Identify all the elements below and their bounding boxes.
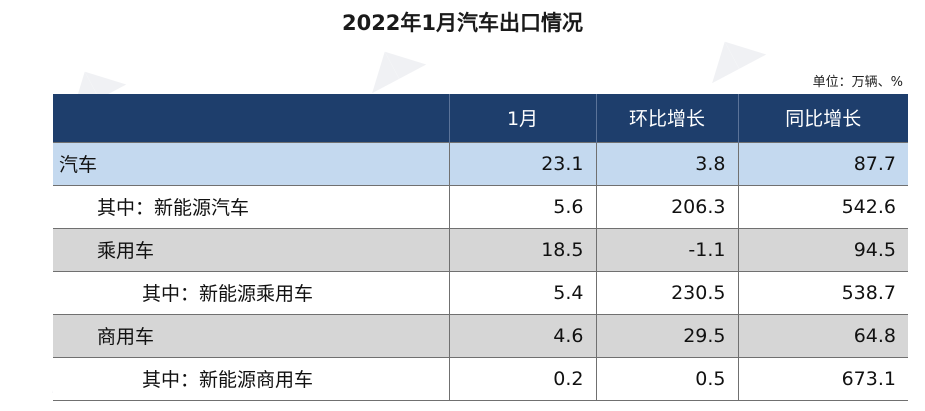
header-yoy: 同比增长 xyxy=(737,94,908,142)
unit-label: 单位：万辆、% xyxy=(812,75,903,90)
cell-yoy: 542.6 xyxy=(737,185,908,229)
row-label: 汽车 xyxy=(53,141,449,186)
row-label: 其中：新能源乘用车 xyxy=(53,271,449,315)
row-label: 商用车 xyxy=(53,314,449,358)
cell-mom: -1.1 xyxy=(595,228,738,272)
cell-mom: 230.5 xyxy=(595,271,738,315)
header-mom: 环比增长 xyxy=(595,94,738,142)
cell-yoy: 94.5 xyxy=(737,228,908,272)
cell-yoy: 64.8 xyxy=(737,314,908,358)
table-row: 汽车 23.1 3.8 87.7 xyxy=(53,141,908,186)
cell-jan: 5.6 xyxy=(448,185,596,229)
table-row: 其中：新能源乘用车 5.4 230.5 538.7 xyxy=(53,271,908,315)
page-title: 2022年1月汽车出口情况 xyxy=(341,11,584,35)
watermark-logo: ◢◣ xyxy=(352,28,429,98)
row-label: 其中：新能源商用车 xyxy=(53,357,449,401)
table-row: 其中：新能源商用车 0.2 0.5 673.1 xyxy=(53,357,908,401)
cell-jan: 0.2 xyxy=(448,357,596,401)
row-label: 其中：新能源汽车 xyxy=(53,185,449,229)
table-row: 乘用车 18.5 -1.1 94.5 xyxy=(53,228,908,272)
cell-yoy: 673.1 xyxy=(737,357,908,401)
table-row: 商用车 4.6 29.5 64.8 xyxy=(53,314,908,358)
cell-mom: 206.3 xyxy=(595,185,738,229)
header-jan: 1月 xyxy=(448,94,596,142)
cell-jan: 4.6 xyxy=(448,314,596,358)
cell-mom: 0.5 xyxy=(595,357,738,401)
cell-jan: 5.4 xyxy=(448,271,596,315)
cell-yoy: 538.7 xyxy=(737,271,908,315)
table-header-row: 1月 环比增长 同比增长 xyxy=(53,94,908,142)
cell-jan: 23.1 xyxy=(448,141,596,186)
cell-jan: 18.5 xyxy=(448,228,596,272)
row-label: 乘用车 xyxy=(53,228,449,272)
header-blank xyxy=(53,94,449,142)
cell-mom: 29.5 xyxy=(595,314,738,358)
export-table: 1月 环比增长 同比增长 汽车 23.1 3.8 87.7 其中：新能源汽车 5… xyxy=(53,94,908,401)
table-row: 其中：新能源汽车 5.6 206.3 542.6 xyxy=(53,185,908,229)
cell-yoy: 87.7 xyxy=(737,141,908,186)
cell-mom: 3.8 xyxy=(595,141,738,186)
